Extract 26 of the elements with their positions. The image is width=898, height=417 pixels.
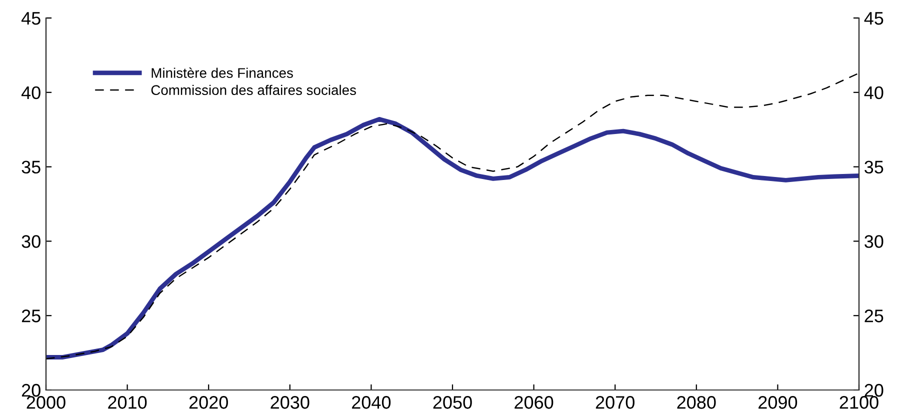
x-tick-label: 2060 [514,396,554,409]
x-tick-label: 2080 [677,396,716,409]
y-tick-label: 40 [21,86,40,100]
x-tick-label: 2020 [189,396,228,409]
x-tick-label: 2010 [108,396,147,409]
y2-tick-label: 35 [864,160,884,174]
y-tick-label: 25 [22,310,40,322]
y2-tick-label: 45 [864,12,884,25]
x-tick-label: 2000 [26,396,66,409]
x-tick-label: 2070 [596,396,634,409]
line-series [46,116,859,360]
y2-tick-label: 25 [864,310,884,322]
x-tick-label: 2040 [352,396,391,409]
legend-label: Ministère des Finances [152,68,293,78]
y2-tick-label: 20 [864,384,884,397]
y2-tick-label: 40 [864,86,884,100]
legend-label: Commission des affaires sociales [151,84,356,96]
y-tick-label: 20 [22,384,40,397]
y-tick-label: 30 [22,235,40,248]
y-tick-label: 35 [22,160,40,174]
x-tick-label: 2100 [840,396,878,409]
y2-tick-label: 30 [864,235,884,248]
x-tick-label: 2050 [433,396,472,409]
x-tick-label: 2030 [270,396,310,409]
y-tick-label: 45 [21,12,40,25]
x-tick-label: 2090 [758,396,798,409]
